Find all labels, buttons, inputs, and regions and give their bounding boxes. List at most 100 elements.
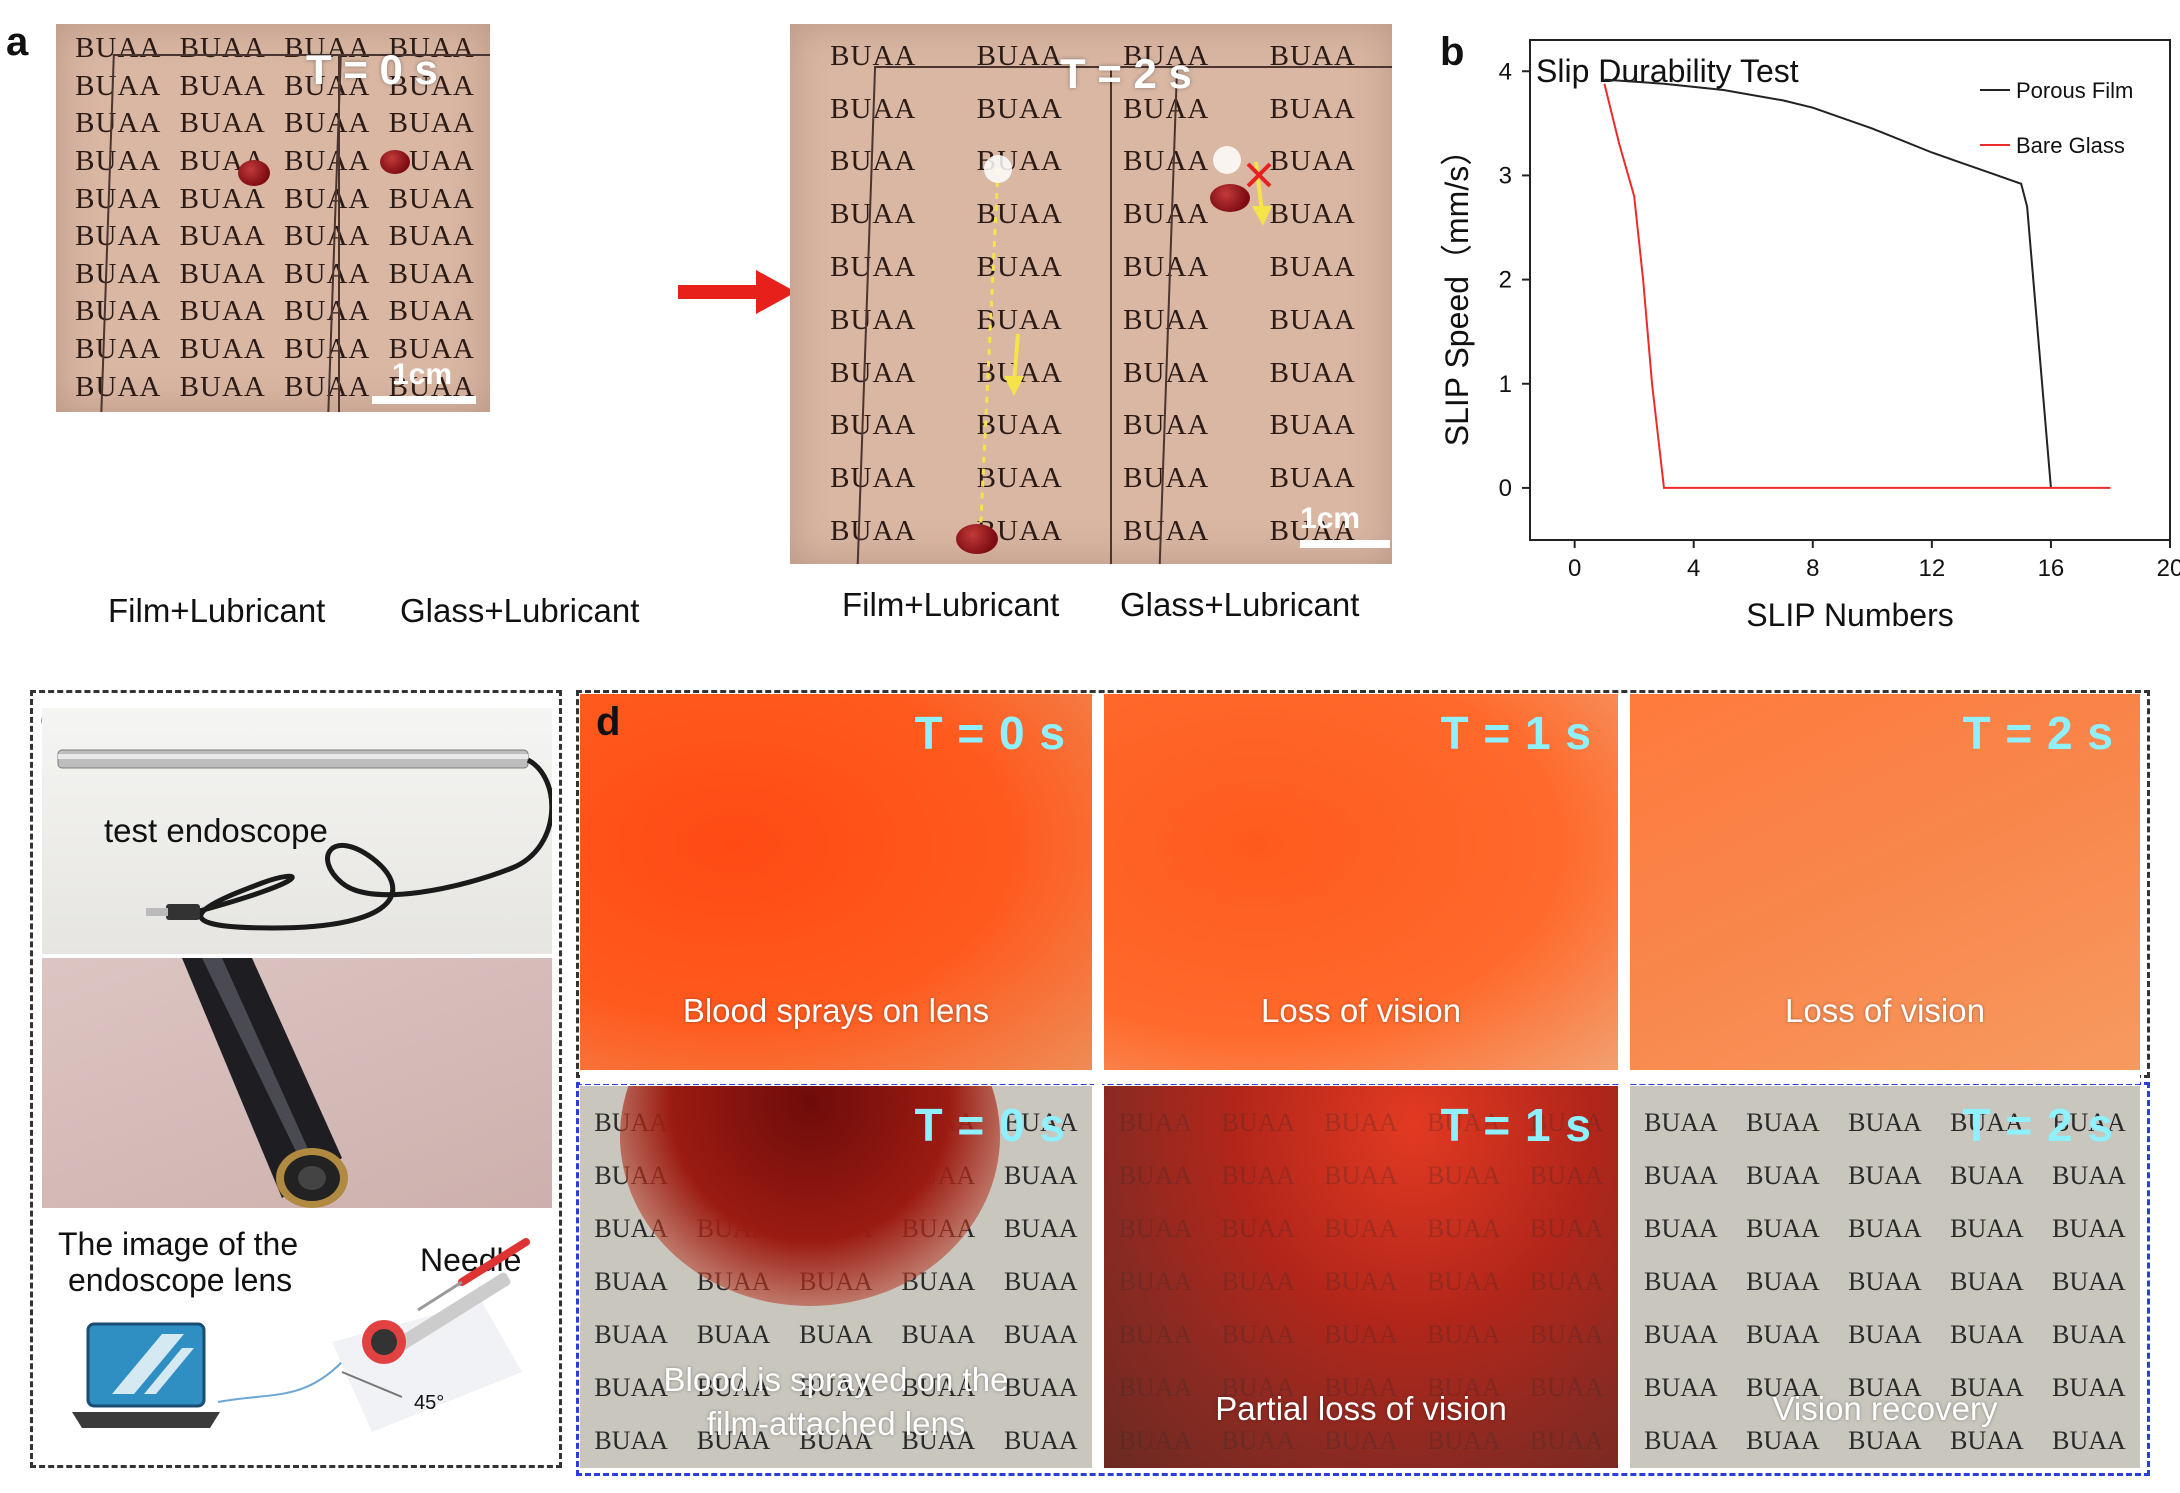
y-tick-label: 0 [1499, 475, 1512, 502]
buaa-text: BUAA [1123, 409, 1210, 442]
buaa-text: BUAA [1324, 1320, 1398, 1350]
buaa-text: BUAA [1269, 462, 1356, 495]
buaa-text: BUAA [1848, 1213, 1922, 1243]
legend-label: Porous Film [2016, 78, 2133, 103]
buaa-text: BUAA [830, 198, 917, 231]
buaa-text: BUAA [284, 295, 371, 328]
scale-bar [1300, 540, 1390, 548]
buaa-text: BUAA [830, 303, 917, 336]
buaa-text: BUAA [1644, 1266, 1718, 1296]
buaa-text: BUAA [594, 1266, 669, 1296]
buaa-text: BUAA [1426, 1320, 1501, 1350]
film-boundary [99, 54, 342, 412]
buaa-text: BUAA [388, 32, 475, 65]
buaa-text: BUAA [1848, 1107, 1922, 1137]
buaa-text: BUAA [2052, 1160, 2126, 1190]
y-axis-label: SLIP Speed（mm/s） [1440, 134, 1475, 446]
buaa-text: BUAA [1118, 1160, 1193, 1190]
buaa-grid: BUAA BUAA BUAA BUAA BUAA BUAA BUAA BUAA BUAA BUAA… [800, 30, 1386, 558]
buaa-text: BUAA [388, 333, 475, 366]
lens-view-bare-t0: T = 0 s Blood sprays on lens [580, 694, 1092, 1070]
buaa-text: BUAA [1324, 1213, 1398, 1243]
buaa-text: BUAA [388, 295, 475, 328]
blood-drop-film [238, 160, 270, 186]
buaa-text: BUAA [1426, 1107, 1501, 1137]
panel-label-a: a [6, 20, 29, 64]
buaa-text: BUAA [1221, 1213, 1296, 1243]
buaa-text: BUAA [1848, 1266, 1922, 1296]
x-axis-label: SLIP Numbers [1746, 597, 1954, 633]
buaa-text: BUAA [1426, 1213, 1501, 1243]
buaa-text: BUAA [1123, 303, 1210, 336]
buaa-grid: BUAA BUAA BUAA BUAA BUAA BUAA BUAA BUAA BUAA BUAA… [1104, 1096, 1618, 1468]
buaa-text: BUAA [830, 92, 917, 125]
buaa-text: BUAA [1746, 1426, 1820, 1456]
y-tick-label: 2 [1499, 267, 1512, 294]
time-label: T = 2 s [1962, 1099, 2114, 1151]
scale-label: 1cm [392, 358, 453, 391]
y-tick-label: 3 [1499, 162, 1512, 189]
time-label: T = 0 s [306, 46, 438, 93]
lens-image-label-line2: endoscope lens [68, 1262, 293, 1298]
buaa-text: BUAA [388, 107, 475, 140]
buaa-text: BUAA [799, 1373, 873, 1403]
buaa-text: BUAA [830, 515, 917, 548]
buaa-text: BUAA [1746, 1213, 1820, 1243]
laptop-icon [72, 1238, 530, 1432]
time-label: T = 2 s [1060, 50, 1192, 97]
buaa-text: BUAA [1529, 1266, 1604, 1296]
buaa-text: BUAA [1426, 1266, 1501, 1296]
endoscope-cable-icon [57, 749, 552, 931]
buaa-text: BUAA [594, 1373, 669, 1403]
buaa-text: BUAA [1644, 1320, 1718, 1350]
scale-bar [372, 396, 476, 404]
buaa-text: BUAA [1426, 1426, 1501, 1456]
buaa-text: BUAA [2052, 1213, 2126, 1243]
buaa-text: BUAA [179, 32, 266, 65]
buaa-text: BUAA [1746, 1373, 1820, 1403]
caption-glass: Glass+Lubricant [1120, 586, 1360, 623]
buaa-text: BUAA [1118, 1373, 1193, 1403]
buaa-text: BUAA [1269, 356, 1356, 389]
buaa-text: BUAA [284, 257, 371, 290]
buaa-text: BUAA [2052, 1320, 2126, 1350]
buaa-text: BUAA [1324, 1160, 1398, 1190]
buaa-text: BUAA [696, 1373, 771, 1403]
buaa-text: BUAA [1221, 1266, 1296, 1296]
tile-caption: Partial loss of vision [1215, 1390, 1507, 1427]
x-tick-label: 16 [2038, 555, 2065, 582]
lens-view-bare-t1: T = 1 s Loss of vision [1104, 694, 1618, 1070]
series-line-porous-film [1604, 78, 2052, 489]
buaa-text: BUAA [1003, 1107, 1078, 1137]
buaa-text: BUAA [179, 295, 266, 328]
buaa-text: BUAA [284, 370, 371, 403]
buaa-text: BUAA [799, 1426, 873, 1456]
buaa-text: BUAA [1269, 303, 1356, 336]
buaa-text: BUAA [1221, 1373, 1296, 1403]
buaa-text: BUAA [976, 409, 1063, 442]
buaa-text: BUAA [1324, 1107, 1398, 1137]
buaa-text: BUAA [901, 1426, 976, 1456]
buaa-text: BUAA [1269, 145, 1356, 178]
buaa-text: BUAA [1746, 1107, 1820, 1137]
buaa-text: BUAA [1848, 1160, 1922, 1190]
lens-image-label-line1: The image of the [58, 1226, 299, 1262]
buaa-text: BUAA [1529, 1373, 1604, 1403]
buaa-text: BUAA [1644, 1160, 1718, 1190]
buaa-text: BUAA [1426, 1373, 1501, 1403]
panel-label-b: b [1440, 30, 1465, 74]
buaa-text: BUAA [179, 333, 266, 366]
slide-trace-icon [978, 146, 1272, 540]
buaa-text: BUAA [901, 1320, 976, 1350]
time-label: T = 2 s [1962, 707, 2114, 759]
buaa-text: BUAA [1123, 198, 1210, 231]
buaa-text: BUAA [1644, 1426, 1718, 1456]
buaa-text: BUAA [1003, 1426, 1078, 1456]
buaa-text: BUAA [1746, 1160, 1820, 1190]
buaa-text: BUAA [1529, 1320, 1604, 1350]
y-tick-label: 1 [1499, 371, 1512, 398]
buaa-text: BUAA [1644, 1213, 1718, 1243]
buaa-text: BUAA [1529, 1213, 1604, 1243]
buaa-text: BUAA [284, 182, 371, 215]
